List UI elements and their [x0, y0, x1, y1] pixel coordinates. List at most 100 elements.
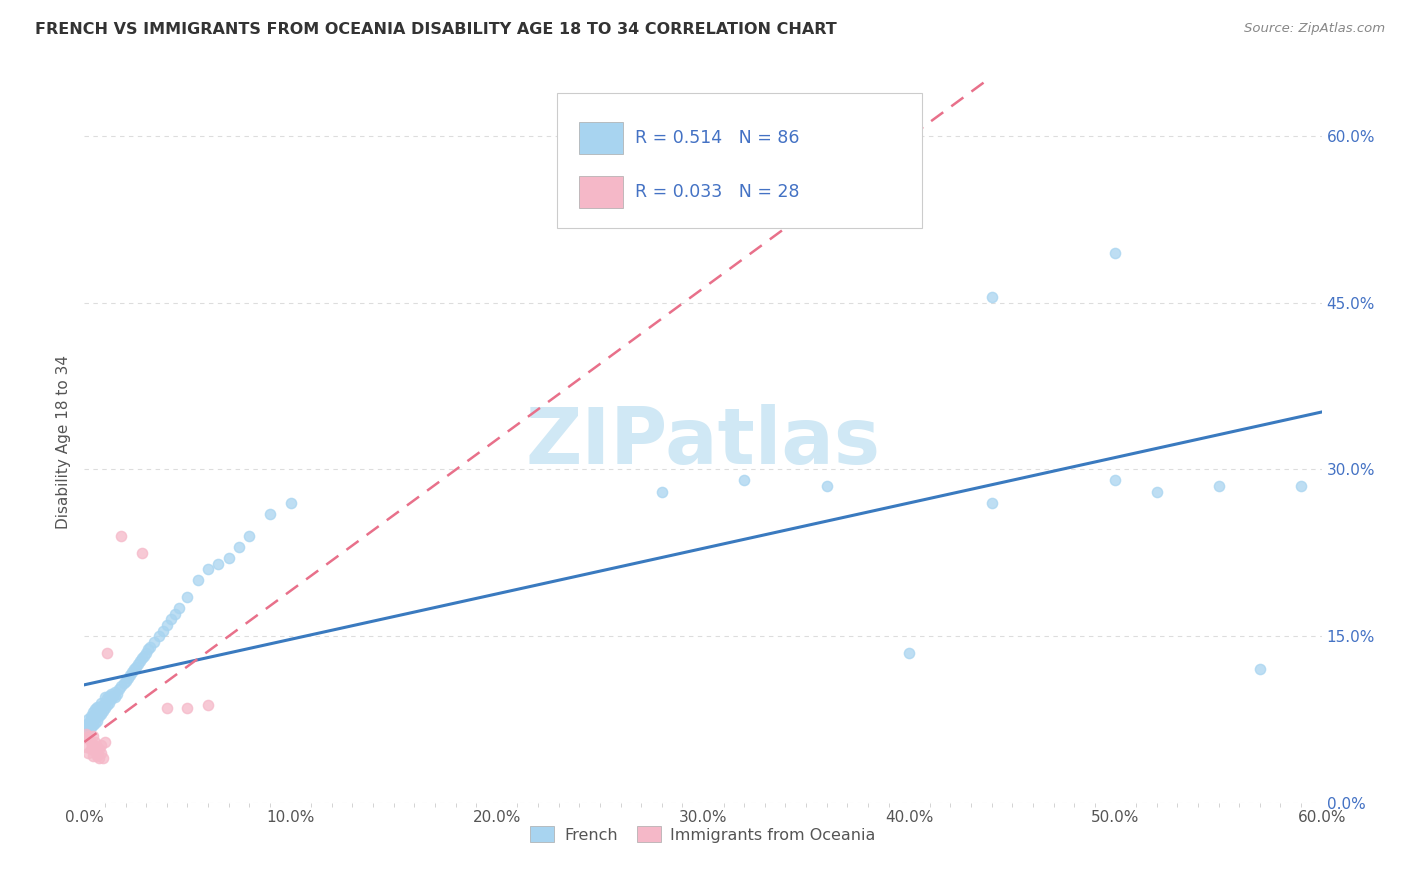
Point	[125, 660, 148, 674]
Point	[86, 705, 108, 719]
Point	[1104, 245, 1126, 260]
Point	[75, 727, 97, 741]
Point	[77, 731, 100, 746]
Point	[651, 484, 673, 499]
Point	[82, 709, 104, 723]
Y-axis label: Disability Age 18 to 34: Disability Age 18 to 34	[56, 354, 72, 529]
Point	[259, 507, 281, 521]
Point	[87, 751, 110, 765]
Point	[218, 551, 240, 566]
Point	[139, 640, 162, 655]
Point	[79, 742, 101, 756]
Point	[122, 662, 145, 676]
Point	[96, 646, 118, 660]
Point	[108, 682, 131, 697]
Point	[105, 687, 128, 701]
Point	[77, 720, 100, 734]
Point	[82, 713, 104, 727]
Point	[83, 711, 105, 725]
Point	[75, 740, 97, 755]
Point	[114, 673, 136, 688]
Point	[238, 529, 260, 543]
Point	[83, 706, 105, 721]
Point	[90, 706, 112, 721]
Point	[176, 701, 198, 715]
Point	[127, 657, 149, 671]
Point	[187, 574, 209, 588]
Point	[98, 696, 121, 710]
Point	[79, 709, 101, 723]
Point	[87, 742, 110, 756]
Point	[148, 629, 170, 643]
Point	[82, 705, 104, 719]
Point	[110, 679, 132, 693]
Point	[79, 715, 101, 730]
Point	[77, 713, 100, 727]
Text: ZIPatlas: ZIPatlas	[526, 403, 880, 480]
Point	[112, 675, 135, 690]
Point	[83, 734, 105, 748]
Point	[117, 671, 139, 685]
Point	[86, 709, 108, 723]
Point	[160, 612, 183, 626]
Point	[96, 691, 118, 706]
Point	[96, 698, 118, 712]
Point	[94, 696, 117, 710]
Point	[207, 557, 229, 571]
FancyBboxPatch shape	[579, 122, 623, 154]
Point	[1104, 474, 1126, 488]
Point	[156, 701, 179, 715]
Point	[77, 729, 100, 743]
Point	[110, 529, 132, 543]
Point	[79, 720, 101, 734]
Point	[980, 496, 1002, 510]
Point	[136, 642, 159, 657]
Text: Source: ZipAtlas.com: Source: ZipAtlas.com	[1244, 22, 1385, 36]
Point	[82, 738, 104, 752]
Point	[86, 746, 108, 760]
Point	[86, 714, 108, 728]
Point	[197, 698, 219, 712]
Point	[134, 649, 156, 664]
Point	[143, 634, 166, 648]
Point	[121, 665, 143, 679]
Point	[1208, 479, 1230, 493]
Point	[980, 290, 1002, 304]
Point	[90, 696, 112, 710]
Point	[86, 740, 108, 755]
FancyBboxPatch shape	[557, 93, 922, 228]
Legend: French, Immigrants from Oceania: French, Immigrants from Oceania	[524, 820, 882, 849]
Point	[167, 601, 190, 615]
Point	[129, 653, 152, 667]
Point	[82, 729, 104, 743]
Point	[94, 734, 117, 748]
Point	[82, 749, 104, 764]
Point	[91, 698, 114, 712]
Point	[83, 702, 105, 716]
Point	[75, 723, 97, 738]
Point	[87, 705, 110, 719]
Point	[87, 709, 110, 723]
Point	[98, 689, 121, 703]
Point	[152, 624, 174, 638]
Point	[83, 715, 105, 730]
Point	[83, 740, 105, 755]
Point	[94, 701, 117, 715]
Point	[75, 718, 97, 732]
Point	[91, 704, 114, 718]
FancyBboxPatch shape	[579, 177, 623, 208]
Text: R = 0.033   N = 28: R = 0.033 N = 28	[636, 183, 800, 202]
Point	[82, 718, 104, 732]
Point	[79, 713, 101, 727]
Point	[135, 646, 157, 660]
Point	[100, 687, 122, 701]
Point	[103, 689, 125, 703]
Point	[1146, 484, 1168, 499]
Point	[228, 540, 250, 554]
Point	[90, 738, 112, 752]
Point	[104, 690, 127, 705]
Point	[118, 668, 141, 682]
Point	[100, 692, 122, 706]
Point	[1249, 662, 1271, 676]
Point	[79, 734, 101, 748]
